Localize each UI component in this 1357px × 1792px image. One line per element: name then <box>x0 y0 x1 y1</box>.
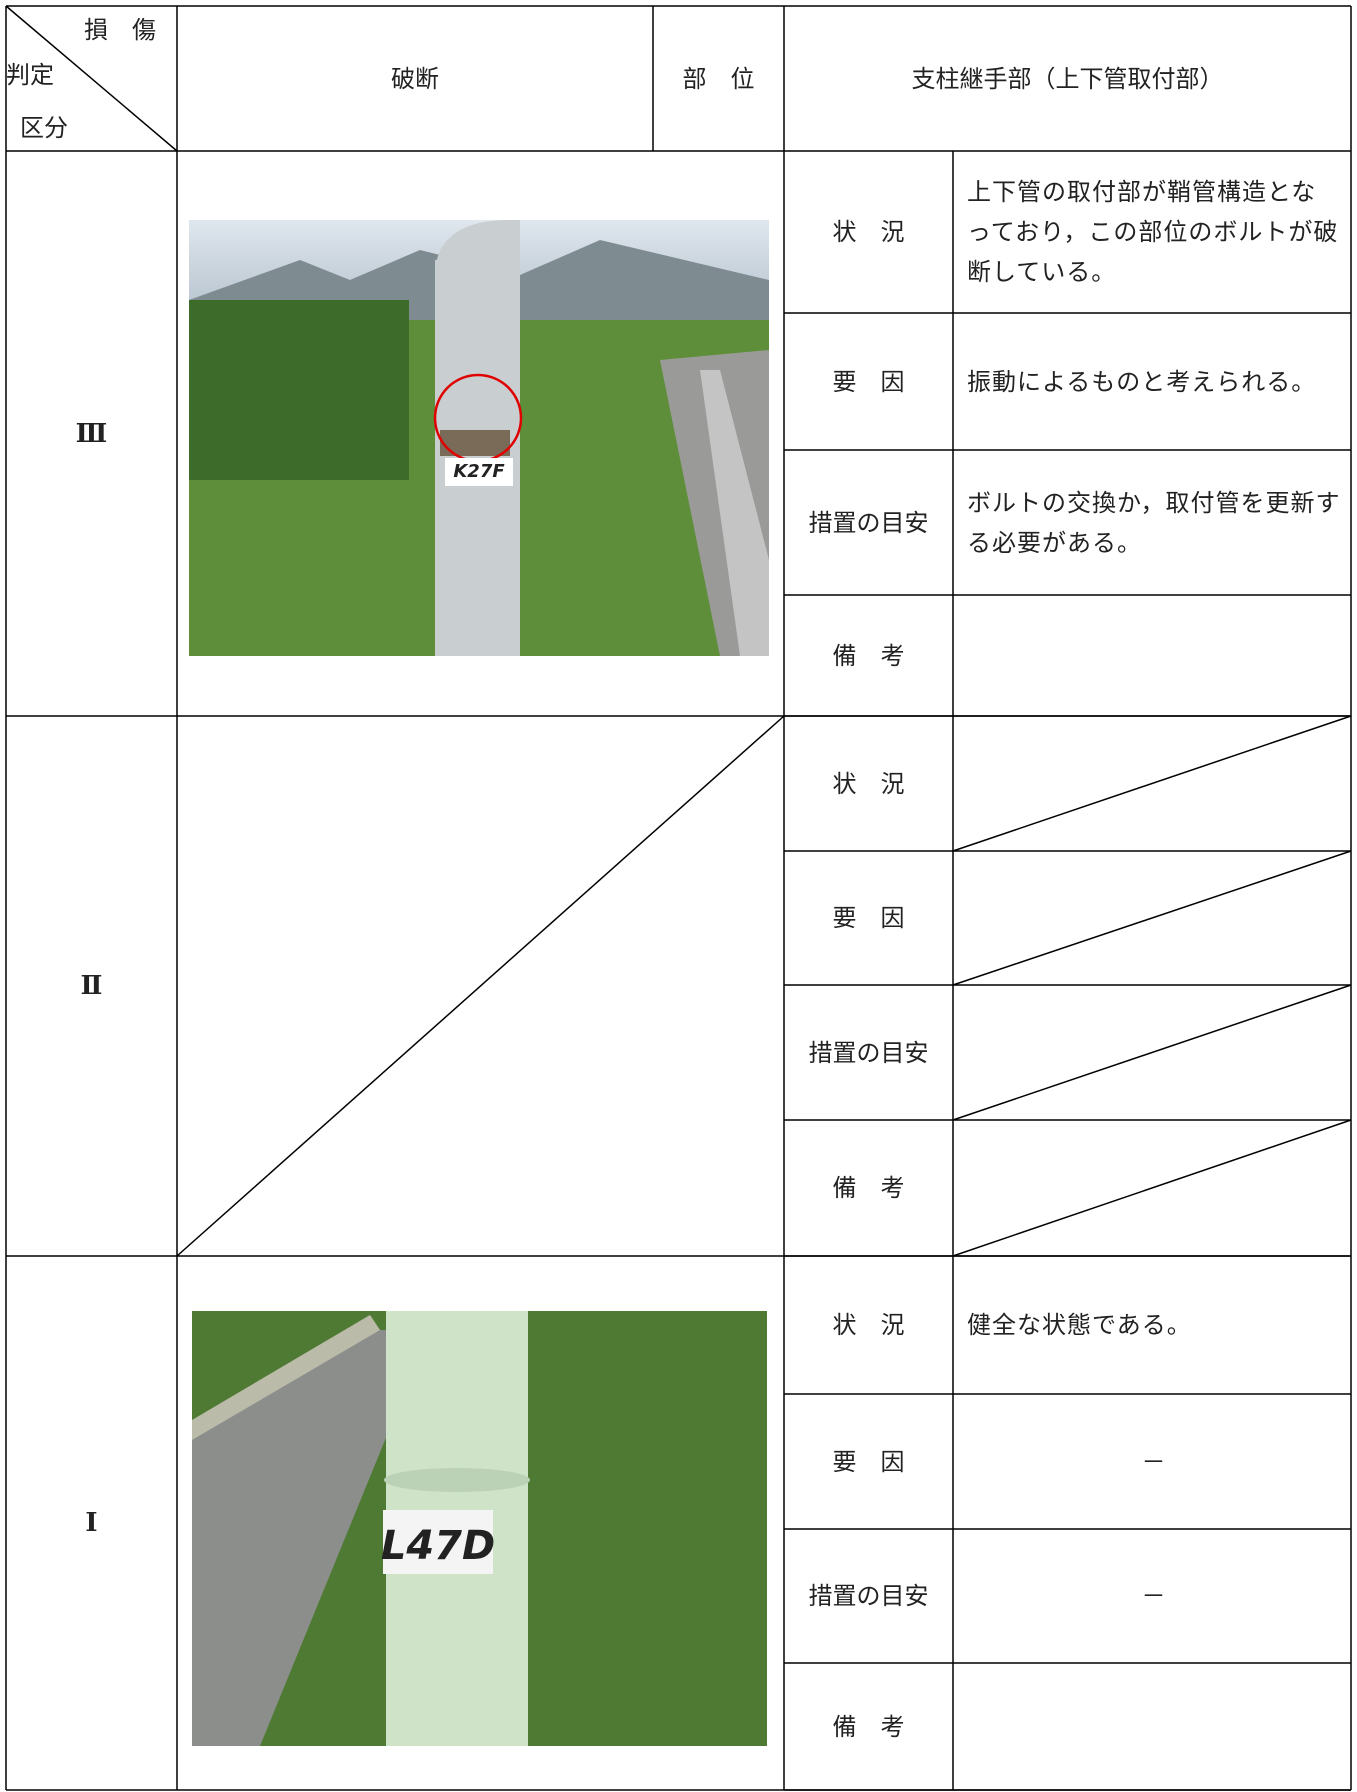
text: ボルトの交換か，取付管を更新する必要がある。 <box>967 488 1341 557</box>
label: 措置の目安 <box>808 1582 929 1610</box>
label: 要 因 <box>832 367 905 396</box>
type: 破断 <box>391 64 439 93</box>
diagonal <box>5 5 178 152</box>
label: 備 考 <box>832 1174 905 1202</box>
diagonal <box>952 984 1352 1121</box>
label: 要 因 <box>832 1447 905 1476</box>
label: 措置の目安 <box>808 508 929 537</box>
diagonal <box>952 1119 1352 1257</box>
photo-broken-joint <box>189 220 769 656</box>
label: 要 因 <box>832 904 905 932</box>
label: 備 考 <box>832 1712 905 1741</box>
part-label: 部 位 <box>682 64 755 93</box>
photo-label: L47D <box>380 1523 496 1569</box>
photo-sound-joint <box>192 1311 767 1746</box>
grade: Ⅱ <box>80 971 103 1001</box>
label: 状 況 <box>832 1311 905 1339</box>
text: 上下管の取付部が鞘管構造となっており，この部位のボルトが破断している。 <box>967 178 1339 286</box>
grade: Ⅰ <box>85 1508 98 1538</box>
damage-mid: 判定 <box>6 61 54 89</box>
diagonal <box>176 715 785 1257</box>
label: 状 況 <box>832 769 905 798</box>
damage-top: 損 傷 <box>84 16 156 44</box>
damage-bottom: 区分 <box>20 114 68 142</box>
diagonal <box>952 715 1352 852</box>
part: 支柱継手部（上下管取付部） <box>911 64 1224 93</box>
label: 状 況 <box>832 218 905 246</box>
grade: Ⅲ <box>75 418 108 449</box>
text: 健全な状態である。 <box>967 1311 1192 1339</box>
diagonal <box>952 850 1352 986</box>
label: 備 考 <box>832 641 905 670</box>
text: － <box>1141 1582 1167 1610</box>
text: － <box>1141 1447 1167 1476</box>
photo-label: K27F <box>453 461 505 482</box>
text: 振動によるものと考えられる。 <box>967 367 1317 396</box>
label: 措置の目安 <box>808 1038 929 1067</box>
